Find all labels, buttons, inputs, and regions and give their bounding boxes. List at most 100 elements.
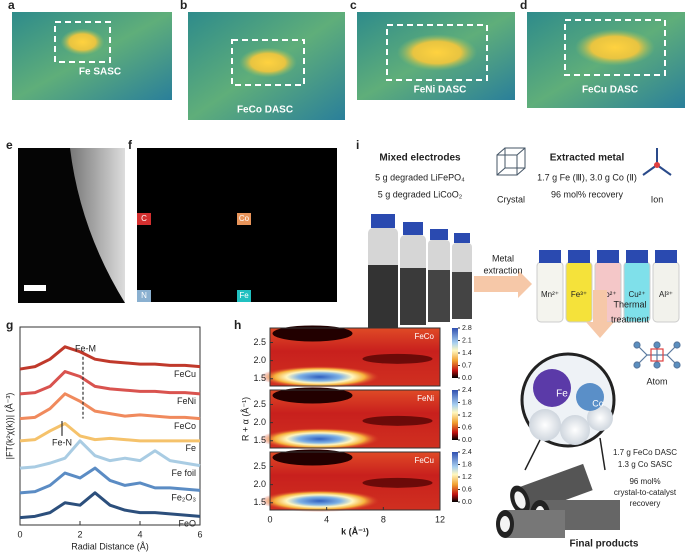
series-line — [19, 439, 201, 470]
eds-tag — [137, 290, 151, 302]
icon-label: Ion — [651, 194, 664, 204]
text: 5 g degraded LiFePO₄ — [375, 172, 465, 182]
atom-icon — [633, 341, 681, 369]
y-tick-label: 2.5 — [253, 337, 266, 347]
text: 5 g degraded LiCoO₂ — [378, 189, 463, 199]
x-tick-label: 0 — [267, 514, 272, 524]
heatmap-dark — [272, 387, 353, 404]
colorbar-tick-label: 1.8 — [462, 399, 472, 406]
text: 96 mol% recovery — [551, 189, 624, 199]
surface-label: FeCu DASC — [582, 85, 638, 96]
plot-frame — [269, 327, 441, 387]
colorbar-tick-label: 1.2 — [462, 474, 472, 481]
arrow — [474, 270, 532, 298]
highlight-box — [564, 19, 666, 76]
heading: Mixed electrodes — [379, 153, 461, 164]
map-label: FeCo — [414, 332, 434, 341]
heatmap-hot — [259, 489, 380, 512]
x-tick-label: 12 — [435, 514, 445, 524]
eds-label: C — [141, 214, 147, 223]
heatmap-hot — [259, 427, 380, 450]
annotation: Fe-M — [75, 344, 96, 354]
vial-label: Mn²⁺ — [541, 290, 559, 299]
series-line — [19, 422, 200, 443]
colorbar-tick-label: 2.1 — [462, 337, 472, 344]
product-line: 96 mol% — [629, 477, 660, 486]
series-line — [19, 345, 201, 371]
highlight-box — [231, 39, 305, 86]
icon-label: Atom — [646, 376, 667, 386]
eds-map — [137, 148, 237, 225]
panel-label: a — [8, 0, 15, 12]
surface-label: FeCo DASC — [237, 105, 293, 116]
vial-cap — [597, 250, 619, 263]
series-line — [19, 392, 201, 421]
y-tick-label: 2.0 — [253, 355, 266, 365]
x-axis-label: Radial Distance (Å) — [71, 541, 149, 551]
x-tick-label: 0 — [17, 529, 22, 539]
heatmap-dark — [362, 415, 433, 426]
arrow-label: Metal — [492, 253, 514, 263]
eds-map — [137, 225, 237, 302]
colorbar-tick-label: 0.6 — [462, 424, 472, 431]
eds-map — [237, 148, 337, 225]
panel-label: e — [6, 138, 13, 152]
series-label: Fe foil — [171, 468, 196, 478]
colorbar-tick-label: 2.4 — [462, 449, 472, 456]
product-line: crystal-to-catalyst — [614, 488, 677, 497]
scale-bar — [24, 285, 46, 291]
y-tick-label: 1.5 — [253, 373, 266, 383]
panel-label: i — [356, 138, 359, 152]
series-label: FeCo — [174, 421, 196, 431]
colorbar — [452, 452, 458, 502]
colorbar-tick-label: 1.8 — [462, 461, 472, 468]
colorbar-tick-label: 0.7 — [462, 362, 472, 369]
surface-peak — [397, 34, 477, 71]
colorbar — [452, 328, 458, 378]
y-tick-label: 2.5 — [253, 399, 266, 409]
colorbar-tick-label: 0.0 — [462, 437, 472, 444]
highlight-box — [54, 21, 111, 63]
series-label: FeO — [178, 519, 196, 529]
series-label: Fe — [185, 443, 196, 453]
x-tick-label: 4 — [324, 514, 329, 524]
vial-label: Fe³⁺ — [571, 290, 587, 299]
x-tick-label: 2 — [77, 529, 82, 539]
vial-cap — [539, 250, 561, 263]
product-line: 1.7 g FeCo DASC — [613, 448, 677, 457]
map-label: FeNi — [417, 394, 434, 403]
product-line: 1.3 g Co SASC — [618, 460, 672, 469]
crystal-icon — [496, 147, 526, 176]
plot-frame — [19, 326, 201, 526]
arrow-label: treatment — [611, 314, 650, 324]
colorbar-tick-label: 0.6 — [462, 486, 472, 493]
panel-label: g — [6, 318, 13, 332]
y-axis-label: R + α (Å⁻¹) — [240, 397, 250, 441]
annotation: Fe-N — [52, 438, 72, 448]
heatmap-dark — [362, 477, 433, 488]
eds-map — [237, 225, 337, 302]
caption: Final products — [570, 539, 639, 550]
heading: Extracted metal — [550, 153, 625, 164]
surface-label: FeNi DASC — [414, 85, 467, 96]
y-axis-label: |FT(k²χ(k))| (Å⁻³) — [4, 393, 14, 460]
bottles — [368, 214, 472, 328]
colorbar-tick-label: 2.8 — [462, 325, 472, 332]
colorbar-tick-label: 1.2 — [462, 412, 472, 419]
panel-label: h — [234, 318, 241, 332]
panel-label: f — [128, 138, 133, 152]
x-tick-label: 8 — [381, 514, 386, 524]
y-tick-label: 2.5 — [253, 461, 266, 471]
vial-cap — [626, 250, 648, 263]
series-label: Fe₂O₃ — [171, 493, 196, 503]
surface-image — [12, 12, 172, 100]
y-tick-label: 2.0 — [253, 417, 266, 427]
product-text: 1.7 g FeCo DASC 1.3 g Co SASC 96 mol% cryst… — [613, 448, 677, 508]
text: 1.7 g Fe (Ⅲ), 3.0 g Co (Ⅱ) — [537, 172, 637, 182]
vial-label: Co²⁺ — [599, 290, 616, 299]
vial-label: Al³⁺ — [659, 290, 673, 299]
highlight-box — [386, 24, 488, 81]
arrow-label: Thermal — [613, 299, 646, 309]
y-tick-label: 2.0 — [253, 479, 266, 489]
